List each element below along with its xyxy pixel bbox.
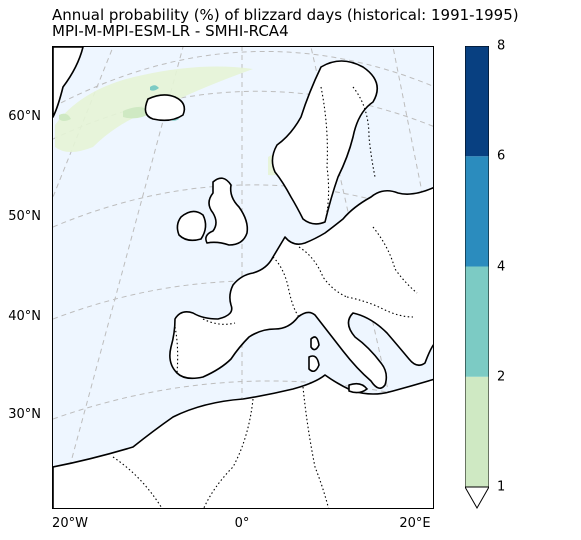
colorbar-tick-label-6: 6 <box>497 148 506 164</box>
lat-label-40n: 40°N <box>8 309 41 324</box>
title-line-1: Annual probability (%) of blizzard days … <box>52 6 519 24</box>
iceland-greenland-patch <box>55 66 253 152</box>
lat-label-50n: 50°N <box>8 209 41 224</box>
lat-label-60n: 60°N <box>8 109 41 124</box>
iceland-patch-2 <box>150 85 159 91</box>
graticule-20w <box>58 47 184 508</box>
colorbar-bin-6-8 <box>465 46 489 157</box>
colorbar-frame <box>465 46 489 488</box>
colorbar-tick-label-4: 4 <box>497 259 506 274</box>
lat-label-30n: 30°N <box>8 407 41 422</box>
north-africa <box>53 374 433 508</box>
colorbar-extend-arrow <box>465 486 489 509</box>
continental-europe <box>169 186 433 389</box>
greenland-patch <box>59 113 71 121</box>
colorbar-bin-1-2 <box>465 376 489 487</box>
greenland <box>53 47 84 118</box>
colorbar-bin-4-6 <box>465 156 489 267</box>
lon-label-20e: 20°E <box>399 516 431 531</box>
europe-map <box>53 47 433 508</box>
france-spain-border <box>202 318 236 325</box>
sweden-finland-border <box>352 86 376 178</box>
norway-sweden-border <box>320 86 330 223</box>
iceland <box>144 94 186 122</box>
sicily <box>348 382 368 394</box>
map-title: Annual probability (%) of blizzard days … <box>52 7 519 39</box>
ireland <box>176 210 207 242</box>
corsica <box>310 336 320 351</box>
scandinavia <box>271 60 379 225</box>
algeria-morocco-border <box>203 398 254 508</box>
probability-patches <box>55 66 293 176</box>
colorbar-bin-2-4 <box>465 266 489 377</box>
central-europe-border <box>346 296 414 318</box>
algeria-libya-border <box>302 386 330 508</box>
lon-label-0: 0° <box>234 516 250 531</box>
colorbar-tick-label-1: 1 <box>497 479 506 495</box>
graticule-30n <box>53 380 433 420</box>
probability-patches-strong <box>59 106 151 121</box>
sahara-border <box>112 456 163 508</box>
colorbar-tick-label-8: 8 <box>497 38 506 54</box>
great-britain <box>205 177 249 246</box>
sardinia <box>308 355 320 373</box>
title-line-2: MPI-M-MPI-ESM-LR - SMHI-RCA4 <box>52 22 289 40</box>
country-borders <box>112 86 418 508</box>
colorbar-tick-label-2: 2 <box>497 369 506 385</box>
iceland-patch-1 <box>123 106 151 119</box>
lon-label-20w: 20°W <box>52 516 88 531</box>
map-panel <box>52 46 434 509</box>
colorbar <box>465 46 489 509</box>
coastlines <box>53 47 433 508</box>
graticule-70n <box>53 50 433 108</box>
